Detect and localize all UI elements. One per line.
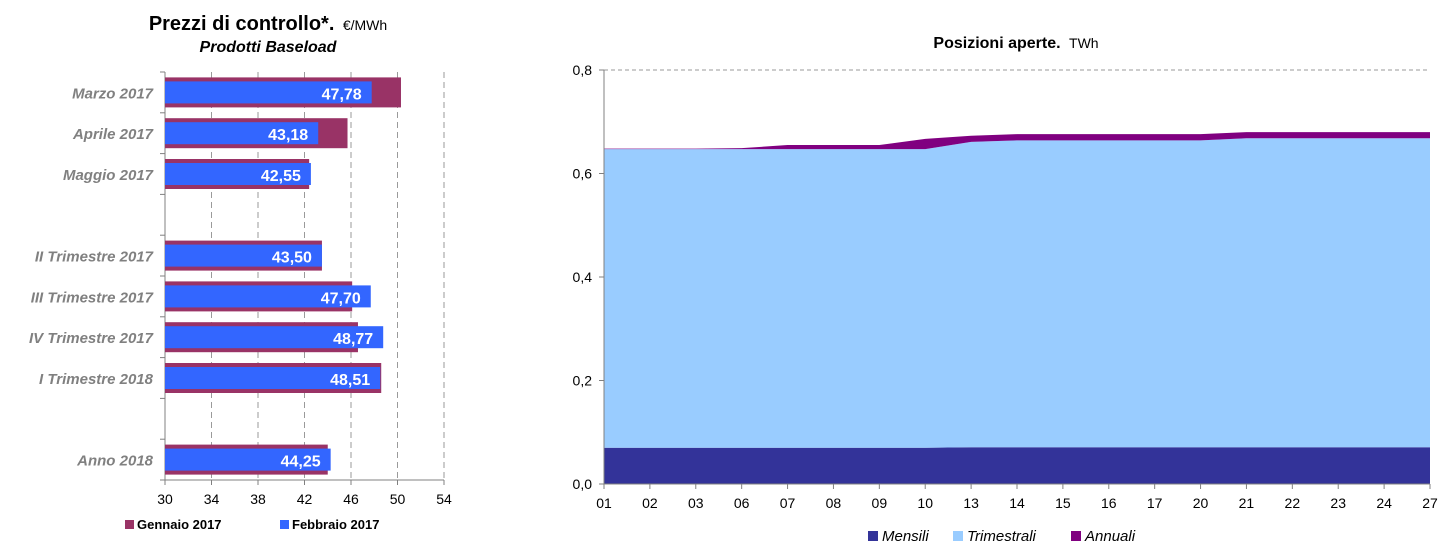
y-tick-label: 0,0 [573,476,593,492]
right-chart-legend: Mensili Trimestrali Annuali [868,528,1136,545]
bar-febbraio-2017 [165,367,381,389]
x-tick-label: 15 [1055,495,1071,511]
x-tick-label: 13 [963,495,979,511]
x-tick-label: 54 [436,491,452,507]
x-tick-label: 10 [917,495,933,511]
x-tick-label: 20 [1193,495,1209,511]
x-tick-label: 50 [390,491,406,507]
x-tick-label: 46 [343,491,359,507]
bar-febbraio-2017 [165,326,384,349]
y-tick-label: 0,2 [573,373,593,389]
x-tick-label: 07 [780,495,796,511]
category-label: II Trimestre 2017 [35,249,154,266]
right-area-chart: 0,0 0,2 0,4 0,6 0,8 01 02 03 06 07 08 09 10 13 14 15 16 1… [573,62,1438,511]
bar-value-label: 48,77 [333,331,373,348]
x-tick-label: 17 [1147,495,1163,511]
y-tick-label: 0,6 [573,166,593,182]
legend-swatch [1071,531,1081,541]
bar-febbraio-2017 [165,163,311,185]
category-label: III Trimestre 2017 [31,289,154,306]
bar-febbraio-2017 [165,122,319,145]
x-tick-label: 14 [1009,495,1025,511]
area-annuali [604,132,1430,150]
legend-swatch [868,531,878,541]
x-tick-label: 38 [250,491,266,507]
legend-swatch [125,520,134,529]
y-tick-label: 0,8 [573,62,593,78]
category-label: Aprile 2017 [72,126,154,143]
bar-value-label: 47,78 [322,86,362,103]
left-bar-chart: 30 34 38 42 46 50 54 Marzo 2017 47,78 Aprile 2017… [29,71,452,507]
x-tick-label: 22 [1285,495,1301,511]
bar-value-label: 48,51 [330,372,370,389]
x-tick-label: 02 [642,495,658,511]
legend-swatch [280,520,289,529]
legend-label: Mensili [882,528,929,545]
legend-label: Febbraio 2017 [292,517,379,532]
category-label: Marzo 2017 [72,85,154,102]
bar-value-label: 43,50 [272,250,312,267]
x-tick-label: 01 [596,495,612,511]
bar-value-label: 42,55 [261,168,301,185]
x-tick-label: 27 [1422,495,1438,511]
x-tick-label: 24 [1376,495,1392,511]
x-tick-label: 23 [1330,495,1346,511]
x-tick-label: 30 [157,491,173,507]
area-mensili [604,447,1430,484]
category-label: IV Trimestre 2017 [29,330,154,347]
left-chart-legend: Gennaio 2017 Febbraio 2017 [125,517,379,532]
x-tick-label: 08 [826,495,842,511]
legend-label: Gennaio 2017 [137,517,222,532]
bar-febbraio-2017 [165,81,372,104]
x-tick-label: 03 [688,495,704,511]
area-trimestrali [604,138,1430,448]
legend-label: Annuali [1084,528,1136,545]
x-tick-label: 21 [1239,495,1255,511]
category-label: Anno 2018 [76,453,154,470]
left-chart-title: Prezzi di controllo*. €/MWh [149,13,387,35]
bar-value-label: 44,25 [281,454,321,471]
x-tick-label: 42 [297,491,313,507]
bar-febbraio-2017 [165,244,322,267]
x-tick-label: 06 [734,495,750,511]
bar-value-label: 43,18 [268,127,308,144]
legend-label: Trimestrali [967,528,1037,545]
right-chart-title: Posizioni aperte. TWh [933,35,1098,52]
bar-value-label: 47,70 [321,290,361,307]
x-tick-label: 16 [1101,495,1117,511]
y-tick-label: 0,4 [573,269,593,285]
legend-swatch [953,531,963,541]
category-label: Maggio 2017 [63,167,154,184]
x-tick-label: 34 [204,491,220,507]
bar-febbraio-2017 [165,285,371,308]
left-chart-subtitle: Prodotti Baseload [200,39,338,56]
x-tick-label: 09 [872,495,888,511]
category-label: I Trimestre 2018 [39,371,154,388]
bar-febbraio-2017 [165,448,331,471]
